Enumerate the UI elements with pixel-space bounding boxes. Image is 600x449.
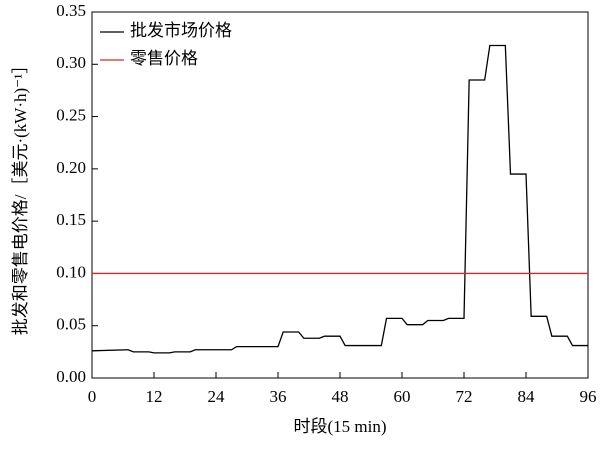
x-tick-label: 24	[208, 387, 226, 406]
y-tick-label: 0.20	[56, 158, 86, 177]
y-tick-label: 0.00	[56, 367, 86, 386]
legend-label: 零售价格	[130, 49, 198, 68]
x-tick-label: 0	[88, 387, 97, 406]
series-line	[91, 44, 588, 354]
x-tick-label: 48	[332, 387, 349, 406]
x-axis-label: 时段(15 min)	[293, 417, 386, 436]
x-tick-label: 84	[518, 387, 536, 406]
y-axis-label: 批发和零售电价格/［美元·(kW·h)⁻¹］	[11, 57, 30, 335]
legend-label: 批发市场价格	[130, 21, 232, 40]
y-tick-label: 0.25	[56, 105, 86, 124]
y-tick-label: 0.10	[56, 262, 86, 281]
x-tick-label: 60	[394, 387, 411, 406]
y-tick-label: 0.35	[56, 1, 86, 20]
x-tick-label: 96	[580, 387, 597, 406]
x-tick-label: 36	[270, 387, 287, 406]
y-tick-label: 0.30	[56, 53, 86, 72]
y-tick-label: 0.15	[56, 210, 86, 229]
x-tick-label: 12	[146, 387, 163, 406]
y-tick-label: 0.05	[56, 315, 86, 334]
x-tick-label: 72	[456, 387, 473, 406]
